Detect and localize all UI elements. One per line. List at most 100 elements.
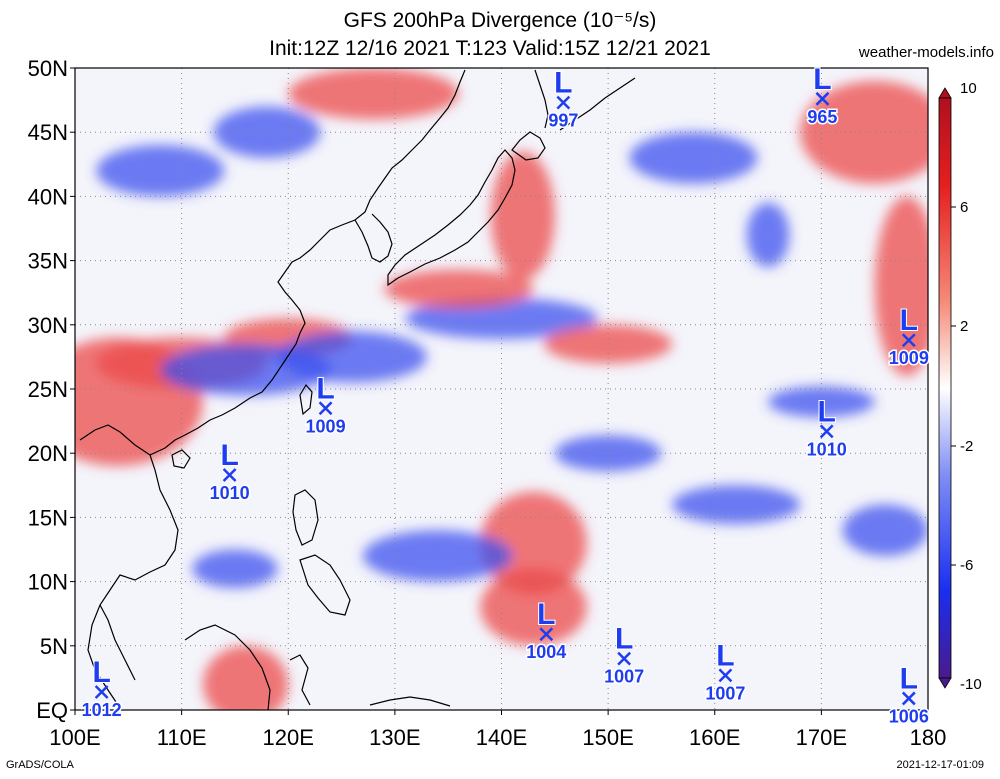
low-x-mark <box>94 685 109 699</box>
low-center: L 997 <box>547 66 580 133</box>
low-x-mark <box>819 424 834 439</box>
divergence-blob-7 <box>490 151 555 280</box>
low-pressure-value: 1004 <box>526 642 566 662</box>
low-center: L 965 <box>806 62 839 129</box>
japan-coast <box>387 149 516 287</box>
coastlines <box>79 69 636 710</box>
convergence-blob-21 <box>842 504 928 556</box>
low-pressure-value: 1010 <box>807 439 847 459</box>
lon-tick-label: 100E <box>49 725 100 750</box>
lon-tick-label: 150E <box>582 725 633 750</box>
lon-tick-label: 130E <box>369 725 420 750</box>
low-letter: L <box>316 372 334 405</box>
indochina-coast <box>87 454 179 706</box>
lat-tick-label: 25N <box>28 377 68 402</box>
convergence-blob-16 <box>362 530 513 582</box>
convergence-blob-15 <box>213 106 321 158</box>
lat-tick-label: 10N <box>28 570 68 595</box>
low-letter: L <box>818 395 836 428</box>
lat-tick-label: 20N <box>28 441 68 466</box>
colorbar-tick-label: 2 <box>960 318 968 335</box>
convergence-blob-17 <box>192 549 278 589</box>
luzon-coast <box>292 489 319 546</box>
low-letter: L <box>615 623 633 656</box>
lat-tick-label: EQ <box>36 698 68 723</box>
hainan-coast <box>171 449 191 469</box>
timestamp-label: 2021-12-17-01:09 <box>896 759 984 771</box>
low-center: L 1007 <box>704 638 747 705</box>
convergence-blob-11 <box>746 202 790 268</box>
low-pressure-value: 1009 <box>306 416 346 436</box>
lon-tick-label: 120E <box>263 725 314 750</box>
lat-tick-label: 40N <box>28 184 68 209</box>
low-center: L 1006 <box>887 661 930 728</box>
colorbar: 10 6 2 -2 -6 -10 <box>938 80 982 693</box>
lon-tick-label: 140E <box>476 725 527 750</box>
divergence-blob-12 <box>800 80 928 184</box>
lon-tick-label: 180 <box>910 725 947 750</box>
lat-axis-labels: 50N 45N 40N 35N 30N 25N 20N 15N 10N 5N EQ <box>28 56 75 723</box>
lon-tick-label: 160E <box>689 725 740 750</box>
low-x-mark <box>901 691 916 706</box>
divergence-blob-20 <box>202 645 289 710</box>
low-center: L 1009 <box>304 371 347 438</box>
lat-tick-label: 35N <box>28 249 68 274</box>
colorbar-tick-label: 6 <box>960 199 968 216</box>
convergence-blob-18 <box>672 485 801 524</box>
low-pressure-value: 1012 <box>82 700 122 720</box>
low-letter: L <box>813 63 831 96</box>
low-x-mark <box>718 668 733 683</box>
low-center: L 1007 <box>603 622 646 689</box>
lat-tick-label: 5N <box>40 634 68 659</box>
colorbar-top-arrow <box>938 87 952 99</box>
hokkaido-coast <box>511 131 546 161</box>
low-x-mark <box>318 401 333 416</box>
lon-tick-label: 170E <box>796 725 847 750</box>
low-letter: L <box>900 662 918 695</box>
low-x-mark <box>222 468 237 482</box>
borneo-coast <box>184 624 271 710</box>
low-center: L 1009 <box>887 303 930 370</box>
kamchatka-kurils <box>559 77 636 131</box>
low-letter: L <box>537 598 555 631</box>
low-center: L 1010 <box>805 394 848 461</box>
low-x-mark <box>901 333 916 348</box>
lat-tick-label: 30N <box>28 313 68 338</box>
low-letter: L <box>220 439 238 472</box>
low-pressure-value: 1007 <box>604 667 644 687</box>
asia-coast <box>79 69 466 456</box>
plot-area <box>75 68 928 710</box>
divergence-blob-10 <box>544 324 673 364</box>
lon-axis-labels: 100E 110E 120E 130E 140E 150E 160E 170E 180 <box>49 710 946 750</box>
low-letter: L <box>900 304 918 337</box>
credit-label: GrADS/COLA <box>6 759 74 771</box>
sakhalin-coast <box>534 69 549 129</box>
low-center: L 1012 <box>80 655 123 722</box>
low-center: L 1004 <box>525 597 568 664</box>
lat-tick-label: 15N <box>28 505 68 530</box>
convergence-blob-19 <box>768 386 875 418</box>
site-label: weather-models.info <box>858 44 994 61</box>
map-subtitle: Init:12Z 12/16 2021 T:123 Valid:15Z 12/2… <box>269 37 711 60</box>
convergence-blob-24 <box>629 132 758 184</box>
low-x-mark <box>815 91 830 106</box>
convergence-blob-4 <box>277 331 427 383</box>
low-letter: L <box>92 656 110 689</box>
low-pressure-value: 1007 <box>705 683 745 703</box>
low-pressure-value: 965 <box>807 107 837 127</box>
colorbar-tick-label: -2 <box>960 438 973 455</box>
map-title: GFS 200hPa Divergence (10⁻⁵/s) <box>343 9 657 32</box>
low-center: L 1010 <box>208 438 251 505</box>
philippines-south <box>299 554 351 616</box>
lat-tick-label: 50N <box>28 56 68 81</box>
low-x-mark <box>556 95 571 110</box>
malay-coast <box>99 604 136 681</box>
low-letter: L <box>716 639 734 672</box>
divergence-blob-23 <box>288 68 459 120</box>
divergence-blob-9 <box>480 568 587 646</box>
lon-tick-label: 110E <box>157 725 207 750</box>
colorbar-tick-label: 10 <box>960 80 977 97</box>
sulawesi-coast <box>289 654 311 706</box>
lat-tick-label: 45N <box>28 120 68 145</box>
